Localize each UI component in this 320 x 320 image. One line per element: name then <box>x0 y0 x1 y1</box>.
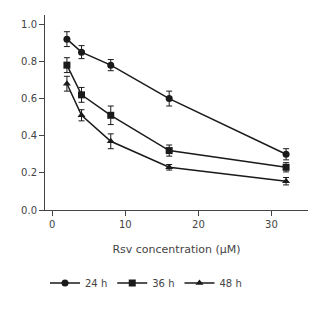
svg-text:10: 10 <box>119 219 132 230</box>
svg-text:30: 30 <box>265 219 278 230</box>
svg-text:48 h: 48 h <box>220 278 242 289</box>
svg-text:0.2: 0.2 <box>21 167 37 178</box>
svg-text:24 h: 24 h <box>85 278 107 289</box>
svg-text:0.6: 0.6 <box>21 93 37 104</box>
svg-text:0.8: 0.8 <box>21 56 37 67</box>
svg-text:0.4: 0.4 <box>21 130 37 141</box>
svg-text:0: 0 <box>49 219 55 230</box>
svg-text:Rsv concentration (μM): Rsv concentration (μM) <box>112 243 240 256</box>
svg-text:0.0: 0.0 <box>21 205 37 216</box>
svg-text:1.0: 1.0 <box>21 19 37 30</box>
svg-text:20: 20 <box>192 219 205 230</box>
svg-text:36 h: 36 h <box>152 278 174 289</box>
